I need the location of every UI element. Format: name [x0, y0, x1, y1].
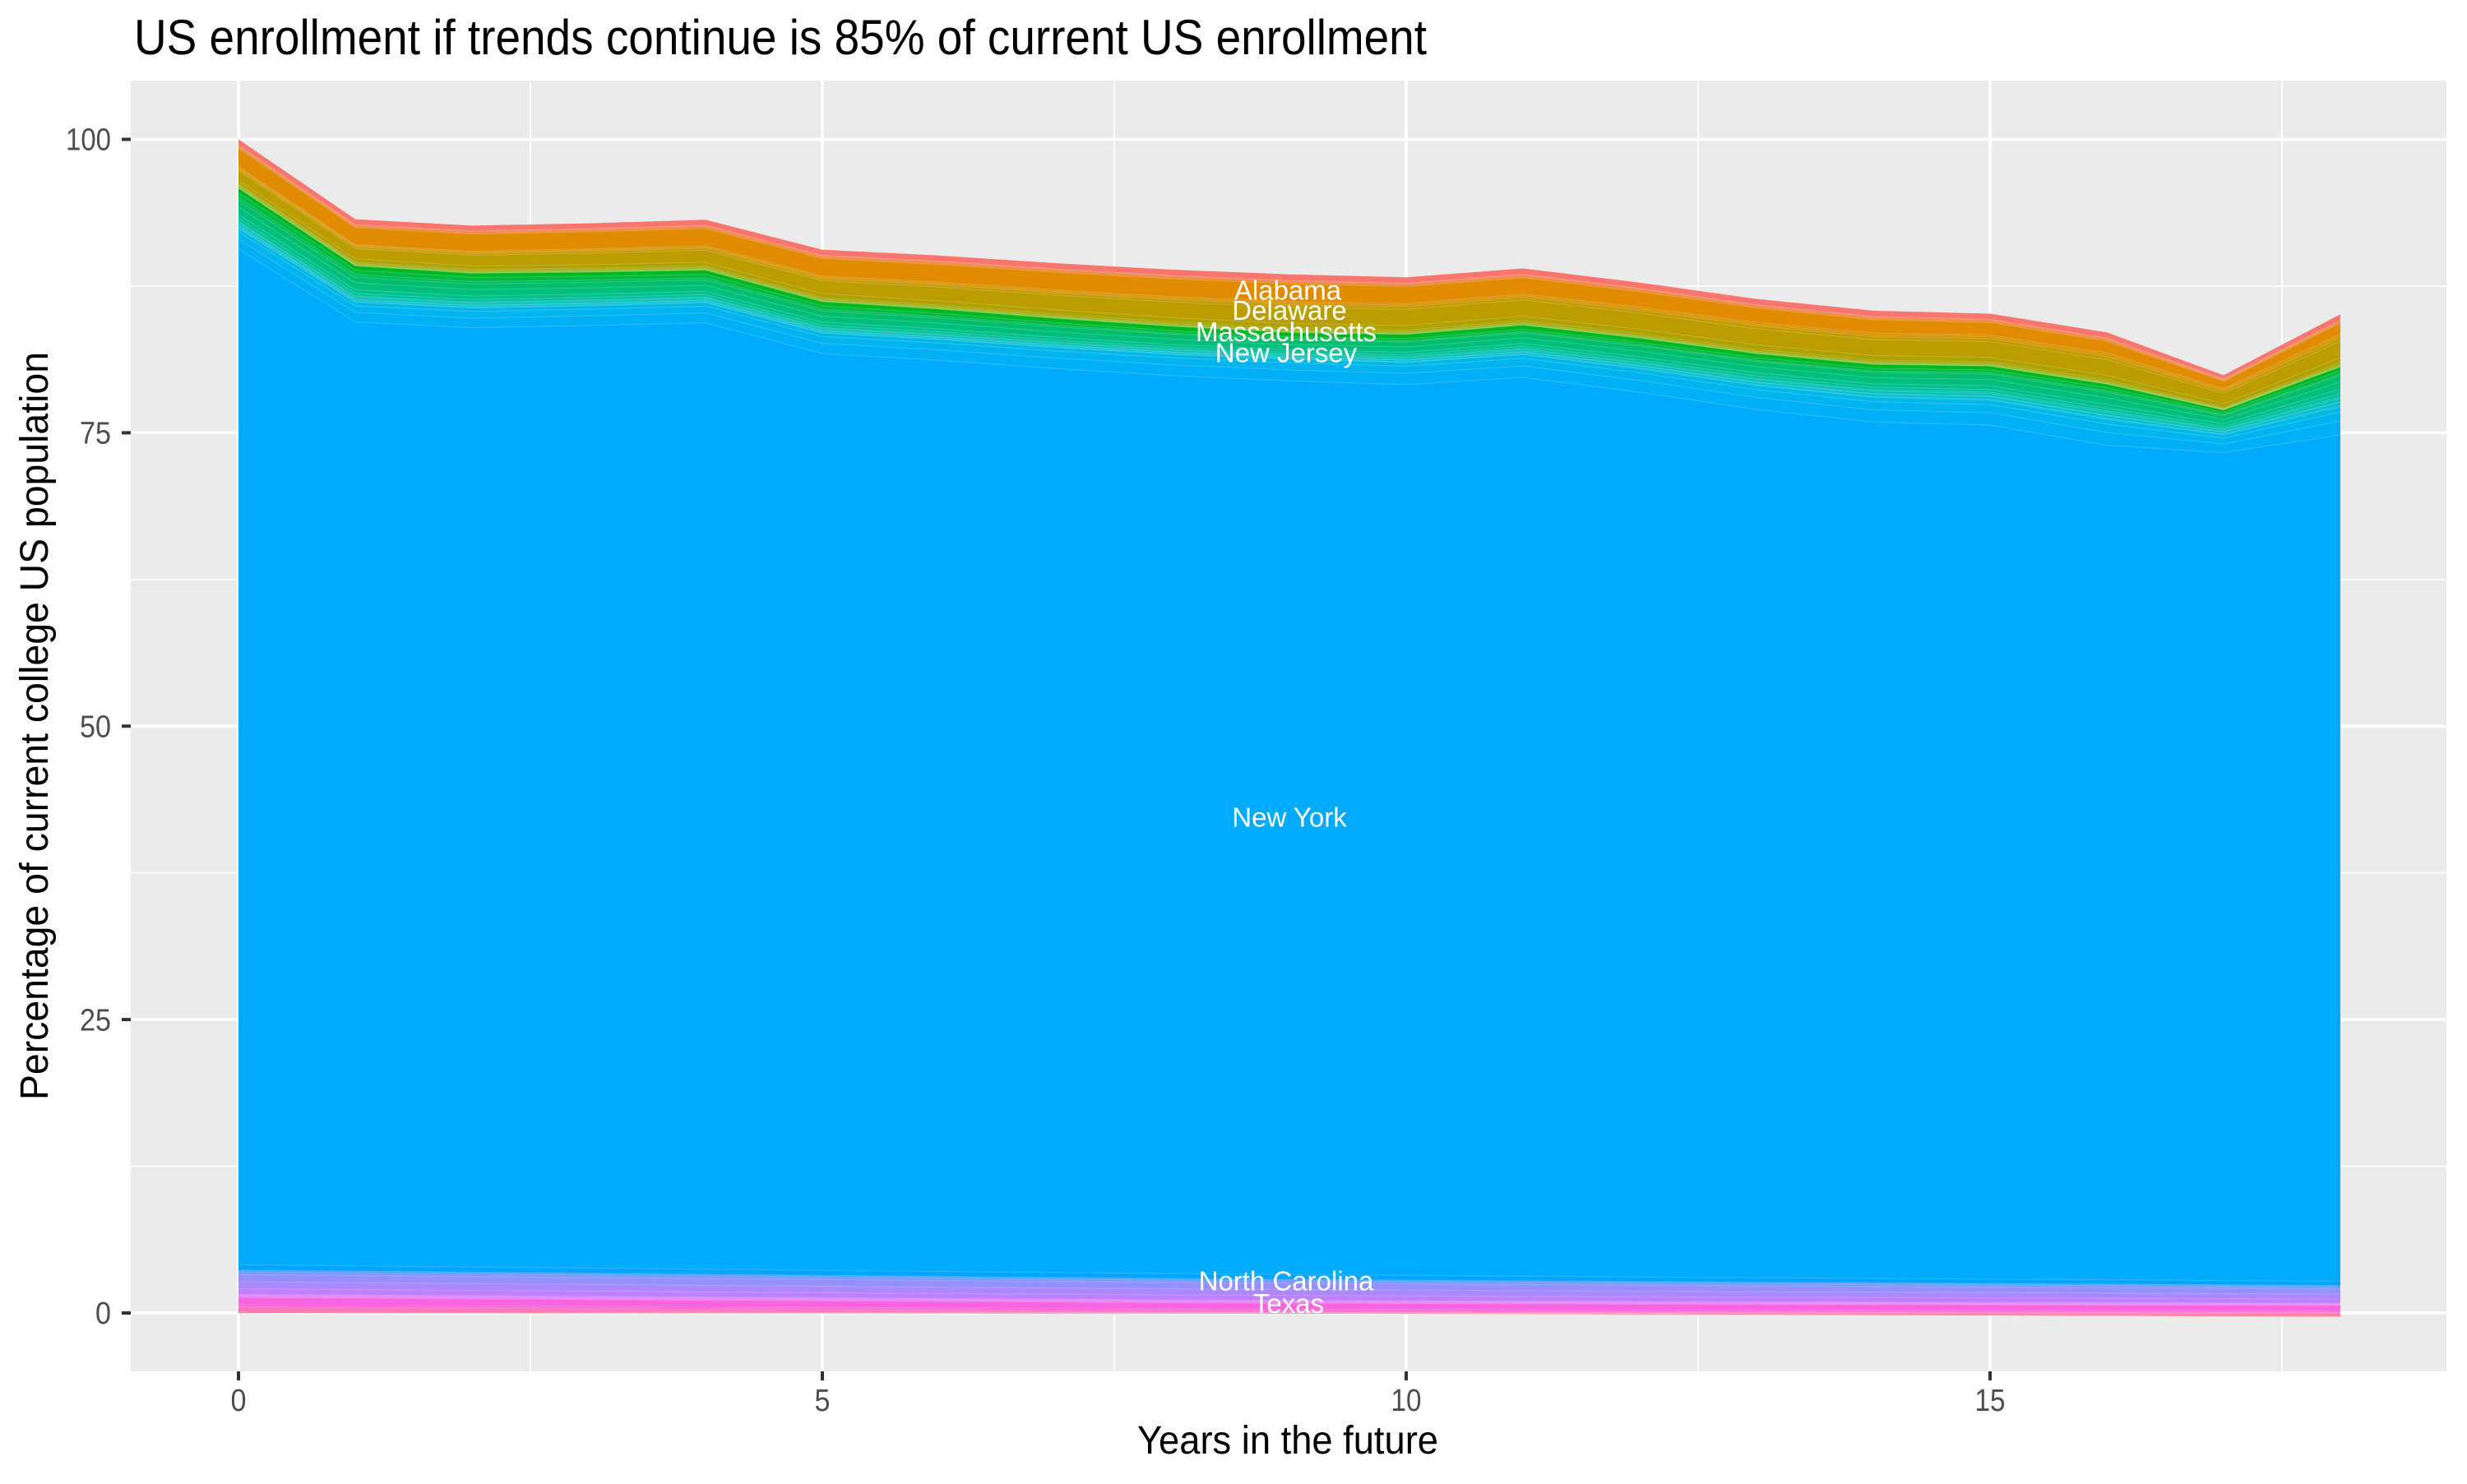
svg-text:Massachusetts: Massachusetts: [1196, 317, 1377, 347]
svg-text:0: 0: [231, 1384, 247, 1418]
svg-text:5: 5: [815, 1384, 831, 1418]
svg-text:0: 0: [95, 1297, 111, 1331]
svg-text:15: 15: [1975, 1384, 2006, 1418]
svg-text:75: 75: [80, 417, 111, 451]
svg-text:New Jersey: New Jersey: [1215, 338, 1358, 368]
svg-text:Percentage of current college: Percentage of current college US populat…: [13, 352, 57, 1100]
svg-text:US enrollment if trends contin: US enrollment if trends continue is 85% …: [134, 10, 1427, 65]
svg-text:New York: New York: [1232, 802, 1347, 833]
svg-text:Delaware: Delaware: [1232, 295, 1346, 326]
svg-text:25: 25: [80, 1003, 111, 1038]
svg-text:10: 10: [1391, 1384, 1422, 1418]
svg-text:Alabama: Alabama: [1234, 275, 1342, 306]
svg-text:Years in the future: Years in the future: [1137, 1419, 1438, 1463]
svg-text:Texas: Texas: [1253, 1288, 1324, 1319]
svg-text:50: 50: [80, 710, 111, 745]
svg-text:100: 100: [66, 123, 111, 158]
svg-text:North Carolina: North Carolina: [1199, 1266, 1374, 1297]
